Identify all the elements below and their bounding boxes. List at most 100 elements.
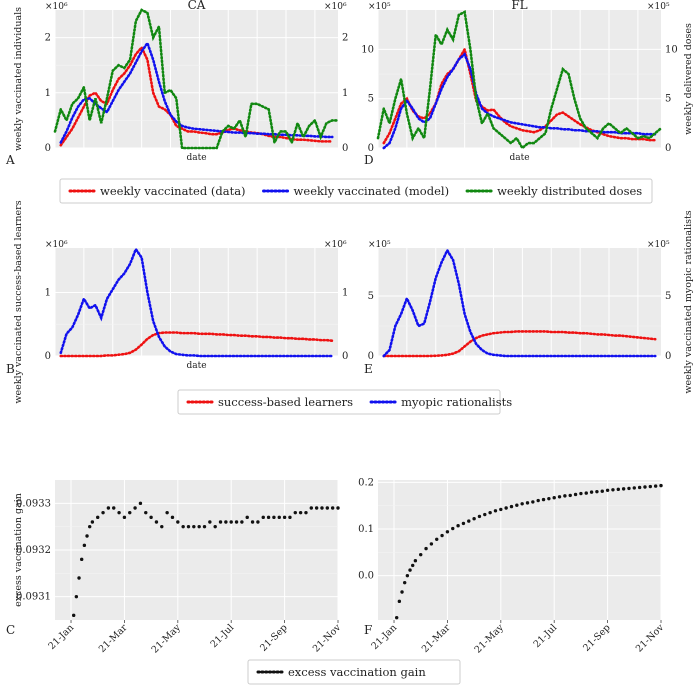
data-point: [197, 524, 201, 529]
y-tick-label: 0.0: [358, 571, 374, 582]
y2-tick-label: 10: [665, 44, 678, 55]
legend-entry: weekly vaccinated (model): [262, 184, 450, 198]
data-point: [429, 542, 434, 546]
data-point: [520, 502, 524, 506]
data-point: [411, 563, 415, 568]
data-point: [605, 488, 610, 492]
data-point: [394, 615, 399, 620]
data-point: [541, 497, 546, 502]
data-point: [509, 504, 514, 509]
legends: weekly vaccinated (data) weekly vaccinate…: [59, 178, 653, 685]
y-multiplier: ×10⁵: [368, 240, 391, 250]
data-point: [170, 515, 175, 520]
data-point: [400, 590, 404, 594]
data-point: [621, 487, 626, 491]
data-point: [632, 486, 637, 490]
data-point: [504, 506, 508, 510]
y2-tick-label: 0: [665, 351, 671, 362]
y-tick-label: 5: [368, 94, 374, 105]
y2-tick-label: 5: [665, 291, 671, 302]
series-distributed: [376, 9, 663, 150]
data-point: [408, 568, 412, 572]
data-point: [96, 515, 100, 520]
panel-letter: E: [364, 362, 373, 376]
y2-tick-label: 0: [665, 143, 671, 154]
y2-multiplier: ×10⁵: [647, 2, 670, 12]
x-tick-label: 21-Nov: [311, 622, 344, 655]
data-point: [440, 533, 444, 538]
data-point: [600, 489, 604, 493]
data-point: [493, 509, 498, 513]
data-point: [298, 510, 303, 515]
data-point: [515, 503, 519, 507]
data-point: [165, 510, 169, 515]
legend-label: weekly vaccinated (model): [294, 184, 450, 198]
data-point: [133, 506, 137, 510]
series-line: [59, 246, 334, 358]
data-point: [525, 501, 530, 505]
series-model: [382, 52, 657, 150]
data-point: [122, 515, 127, 520]
y-tick-label: 0: [368, 351, 374, 362]
y2-tick-label: 1: [342, 287, 348, 298]
data-point: [616, 487, 620, 492]
data-point: [419, 552, 423, 557]
series-line: [59, 331, 334, 358]
data-point: [234, 520, 239, 524]
series-distributed: [53, 8, 340, 150]
data-point: [245, 515, 249, 520]
data-point: [272, 515, 276, 520]
x-tick-label: 21-Jan: [370, 622, 400, 652]
data-point: [282, 515, 287, 520]
legend-box: [59, 178, 653, 204]
data-point: [160, 524, 164, 529]
y-tick-label: 10: [361, 44, 374, 55]
data-point: [149, 515, 153, 520]
legend-1: weekly vaccinated (data) weekly vaccinate…: [59, 178, 653, 204]
data-point: [637, 485, 642, 490]
y-tick-label: 0.0932: [16, 545, 51, 556]
data-point: [659, 483, 663, 488]
data-point: [547, 496, 551, 501]
data-point: [488, 510, 492, 515]
legend-box: [177, 389, 501, 415]
x-tick-label: 21-Mar: [97, 622, 130, 655]
data-point: [552, 496, 556, 500]
panel-title: CA: [188, 0, 206, 12]
data-point: [435, 537, 439, 541]
data-point: [288, 515, 292, 520]
y-tick-label: 0: [45, 143, 51, 154]
data-point: [304, 510, 308, 515]
data-point: [154, 520, 159, 524]
y-tick-label: 2: [45, 33, 51, 44]
x-tick-label: 21-Sep: [581, 622, 612, 653]
data-point: [74, 594, 79, 599]
data-point: [451, 526, 455, 531]
panel-letter: D: [364, 153, 374, 167]
y-axis-label: weekly vaccinated individuals: [13, 7, 24, 151]
data-point: [77, 576, 81, 580]
data-point: [138, 501, 143, 506]
series-line: [53, 8, 340, 150]
data-point: [653, 484, 658, 488]
data-point: [557, 495, 562, 499]
data-point: [218, 520, 223, 524]
series-line: [376, 9, 663, 150]
data-point: [424, 546, 428, 551]
data-point: [467, 519, 471, 523]
series-myopic: [382, 247, 657, 358]
legend-2: success-based learners myopic rationalist…: [177, 389, 512, 415]
x-tick-label: 21-May: [473, 622, 507, 656]
series-line: [382, 45, 657, 145]
series-myopic: [59, 246, 334, 358]
data-point: [589, 490, 594, 494]
data-point: [192, 524, 196, 529]
data-point: [563, 494, 567, 498]
data-point: [627, 486, 631, 491]
panel-title: FL: [511, 0, 527, 12]
data-point: [336, 506, 340, 510]
data-point: [648, 484, 653, 489]
